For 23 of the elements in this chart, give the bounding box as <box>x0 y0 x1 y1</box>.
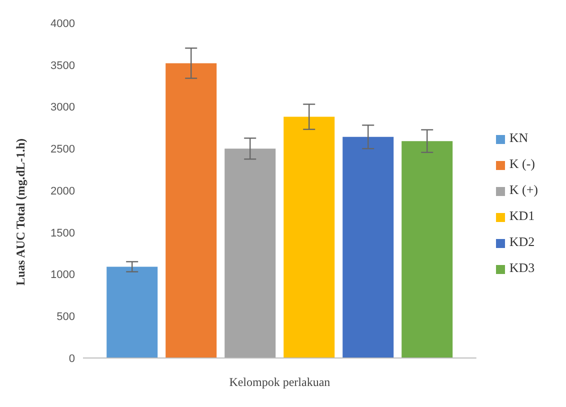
y-tick-label: 1000 <box>50 269 75 282</box>
y-tick-label: 4000 <box>50 18 75 30</box>
y-tick-label: 2000 <box>50 185 75 198</box>
legend-label: KD3 <box>509 260 535 275</box>
y-tick-label: 500 <box>56 311 75 324</box>
y-axis-title: Luas AUC Total (mg.dL-1.h) <box>13 138 28 286</box>
bar <box>342 136 394 358</box>
y-tick-label: 2500 <box>50 144 75 156</box>
bar <box>106 266 158 358</box>
legend-label: KD1 <box>509 208 535 223</box>
bar <box>284 116 335 358</box>
legend-label: K (-) <box>509 156 535 171</box>
bar <box>224 148 276 358</box>
legend-label: KD2 <box>509 234 535 249</box>
bar <box>166 63 217 358</box>
legend-label: KN <box>509 130 528 145</box>
legend-label: K (+) <box>509 182 538 197</box>
y-tick-label: 3000 <box>50 102 75 114</box>
y-tick-label: 1500 <box>50 227 75 240</box>
y-tick-label: 0 <box>68 352 75 365</box>
y-tick-label: 3500 <box>50 60 75 72</box>
bar <box>402 141 453 358</box>
x-axis-title: Kelompok perlakuan <box>229 375 330 389</box>
